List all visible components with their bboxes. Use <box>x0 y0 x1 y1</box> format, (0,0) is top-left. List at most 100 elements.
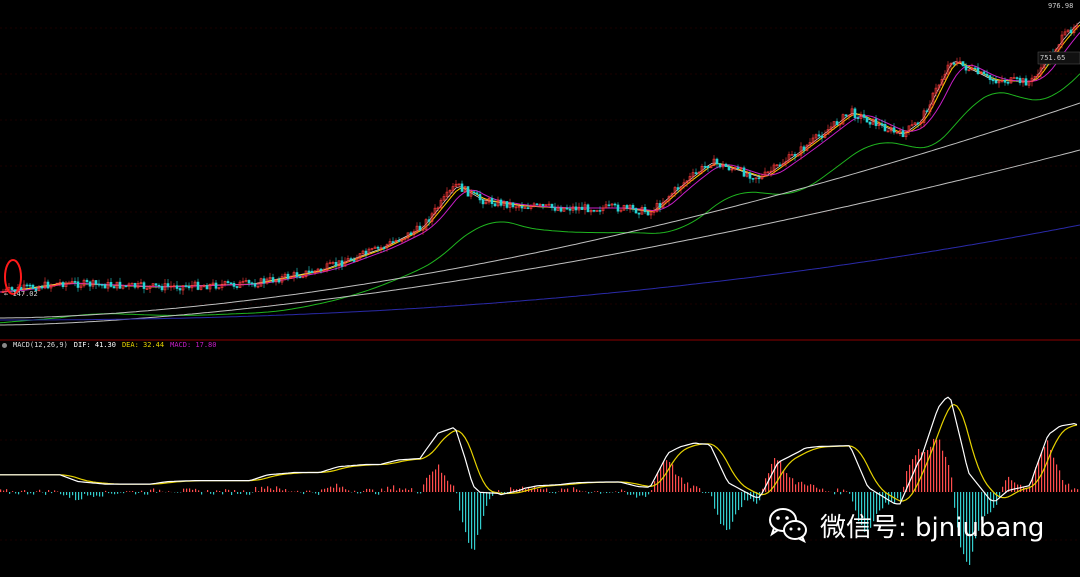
candle-body-239 <box>718 163 722 168</box>
candle-body-190 <box>571 206 575 211</box>
macd-bar-36 <box>108 492 110 494</box>
candle-body-157 <box>472 191 476 194</box>
candle-body-307 <box>922 110 926 123</box>
macd-bar-166 <box>498 490 500 492</box>
candle-body-178 <box>535 203 539 206</box>
macd-bar-235 <box>705 492 707 494</box>
macd-bar-13 <box>39 489 41 492</box>
macd-value: MACD: 17.80 <box>170 341 217 349</box>
candle-body-76 <box>229 282 233 284</box>
candle-body-126 <box>379 247 383 249</box>
macd-bar-257 <box>771 463 773 492</box>
candle-body-158 <box>475 192 479 195</box>
candle-body-308 <box>925 110 929 113</box>
macd-bar-227 <box>681 477 683 492</box>
macd-bar-142 <box>426 477 428 492</box>
macd-bar-167 <box>501 492 503 493</box>
candle-body-340 <box>1021 78 1025 84</box>
candle-body-192 <box>577 206 581 211</box>
candle-body-204 <box>613 203 617 206</box>
macd-dif: DIF: 41.30 <box>73 341 116 349</box>
macd-bar-328 <box>984 492 986 517</box>
macd-bar-193 <box>579 490 581 492</box>
candle-body-36 <box>109 282 113 287</box>
indicator-settings-icon[interactable] <box>2 342 7 348</box>
macd-bar-219 <box>657 472 659 492</box>
candle-body-279 <box>838 123 842 126</box>
candle-body-165 <box>496 199 500 207</box>
macd-dea: DEA: 32.44 <box>121 341 165 349</box>
candle-body-123 <box>370 248 374 250</box>
ma-line-4 <box>0 102 1080 319</box>
candle-body-277 <box>832 121 836 128</box>
macd-bar-268 <box>804 484 806 492</box>
candle-body-286 <box>859 114 863 119</box>
macd-bar-340 <box>1020 484 1022 492</box>
candle-body-261 <box>784 161 788 165</box>
macd-bar-262 <box>786 473 788 492</box>
macd-bar-110 <box>330 486 332 492</box>
candle-body-35 <box>106 282 110 289</box>
candle-body-288 <box>865 117 869 123</box>
macd-bar-188 <box>564 489 566 492</box>
candle-body-70 <box>211 282 215 285</box>
candle-body-209 <box>628 204 632 209</box>
macd-bar-271 <box>813 484 815 492</box>
candle-body-310 <box>931 92 935 106</box>
macd-bar-90 <box>270 488 272 492</box>
candle-body-147 <box>442 196 446 201</box>
macd-bar-214 <box>642 492 644 496</box>
candle-body-325 <box>976 67 980 74</box>
candle-body-41 <box>124 285 128 288</box>
candle-body-280 <box>841 114 845 125</box>
candle-body-219 <box>658 203 662 208</box>
macd-bar-61 <box>183 488 185 492</box>
candle-body-273 <box>820 135 824 138</box>
macd-bar-93 <box>279 488 281 492</box>
candle-body-275 <box>826 129 830 135</box>
candle-body-14 <box>43 281 47 289</box>
macd-bar-321 <box>963 492 965 555</box>
candle-body-260 <box>781 163 785 167</box>
macd-bar-212 <box>636 492 638 498</box>
macd-bar-152 <box>456 492 458 494</box>
macd-bar-269 <box>807 485 809 492</box>
macd-bar-64 <box>192 489 194 492</box>
macd-bar-134 <box>402 489 404 492</box>
macd-bar-267 <box>801 481 803 492</box>
candle-body-193 <box>580 206 584 210</box>
candle-body-130 <box>391 241 395 243</box>
candle-body-83 <box>250 282 254 285</box>
candle-body-155 <box>466 186 470 197</box>
macd-bar-310 <box>930 446 932 492</box>
macd-bar-332 <box>996 492 998 505</box>
candle-body-8 <box>25 284 29 287</box>
macd-bar-164 <box>492 492 494 496</box>
candle-body-188 <box>565 207 569 210</box>
macd-bar-156 <box>468 492 470 543</box>
candle-body-216 <box>649 211 653 216</box>
macd-bar-5 <box>15 492 17 494</box>
macd-bar-237 <box>711 492 713 497</box>
candle-body-344 <box>1033 75 1037 79</box>
candle-body-200 <box>601 207 605 212</box>
macd-bar-183 <box>549 492 551 493</box>
candle-body-87 <box>262 278 266 284</box>
macd-bar-280 <box>840 492 842 495</box>
macd-bar-161 <box>483 492 485 516</box>
candle-body-122 <box>367 248 371 255</box>
candle-body-332 <box>997 81 1001 84</box>
candle-body-124 <box>373 246 377 249</box>
candle-body-26 <box>79 285 83 288</box>
macd-bar-258 <box>774 458 776 492</box>
macd-bar-6 <box>18 492 20 495</box>
candle-body-203 <box>610 203 614 206</box>
macd-bar-34 <box>102 492 104 497</box>
macd-bar-198 <box>594 491 596 492</box>
macd-bar-344 <box>1032 477 1034 492</box>
macd-bar-45 <box>135 492 137 495</box>
macd-bar-182 <box>546 488 548 492</box>
macd-bar-315 <box>945 456 947 492</box>
macd-bar-19 <box>57 491 59 492</box>
